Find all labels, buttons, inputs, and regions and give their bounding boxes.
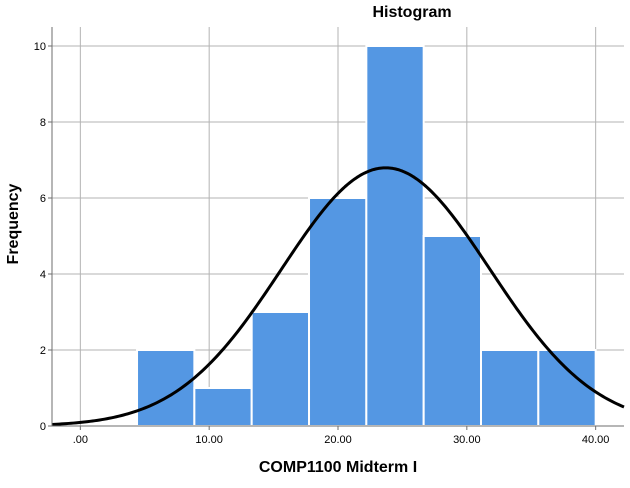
y-tick-label-4: 8 [40,117,46,129]
histogram-bar-3 [250,311,311,427]
y-tick-label-3: 6 [40,193,46,205]
histogram-bar-8 [537,349,597,427]
x-tick-label-4: 40.00 [582,434,610,446]
x-tick-label-3: 30.00 [453,434,481,446]
histogram-bar-1 [136,349,196,427]
histogram-bar-7 [480,349,540,427]
normal-curve [51,166,625,426]
y-tick-label-1: 2 [40,345,46,357]
y-tick-label-0: 0 [40,421,46,433]
chart-title: Histogram [372,4,451,21]
y-tick-label-5: 10 [34,41,46,53]
curve-layer [51,166,625,426]
y-axis-title: Frequency [5,183,22,264]
x-tick-label-2: 20.00 [324,434,352,446]
histogram-bar-2 [193,387,253,427]
x-tick-label-0: .00 [73,434,88,446]
histogram-bar-5 [365,45,425,427]
y-tick-label-2: 4 [40,269,46,281]
x-tick-label-1: 10.00 [195,434,223,446]
histogram-bar-6 [422,235,482,427]
histogram-bar-4 [308,197,368,427]
x-axis-title: COMP1100 Midterm I [259,459,417,476]
